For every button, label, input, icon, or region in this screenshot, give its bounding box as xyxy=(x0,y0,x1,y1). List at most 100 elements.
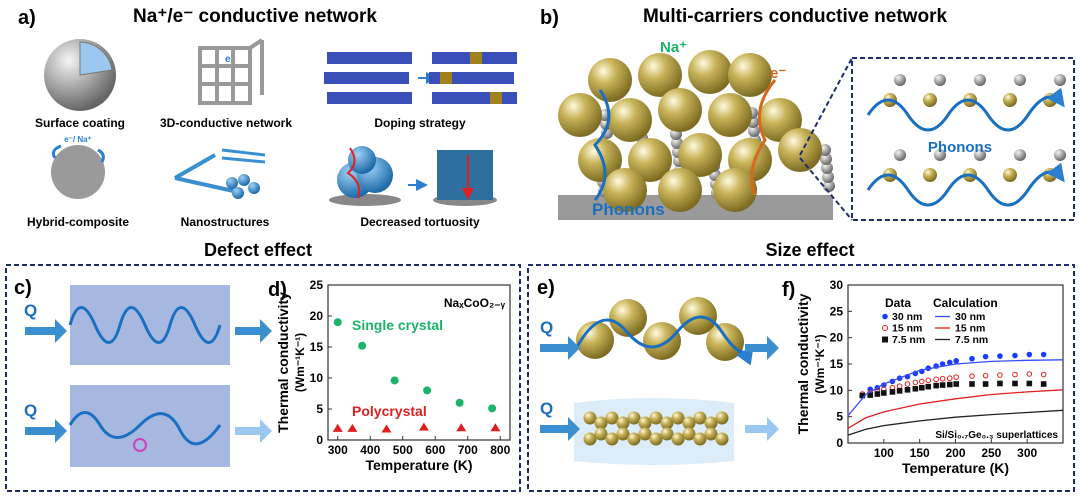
gold-particle xyxy=(578,138,622,182)
inset-atom xyxy=(894,74,906,86)
x-tick-label: 800 xyxy=(490,443,510,457)
small-grain xyxy=(660,416,674,430)
hybrid-label: e⁻/ Na⁺ xyxy=(64,135,92,144)
panel-c-letter: c) xyxy=(14,277,32,299)
gold-particle xyxy=(713,168,757,212)
gold-particle xyxy=(688,50,732,94)
data-point xyxy=(358,341,367,350)
y-tick-label: 10 xyxy=(310,371,324,385)
panel-f-letter: f) xyxy=(782,279,795,301)
panel-b: b) Multi-carriers conductive network Na⁺… xyxy=(540,6,1075,221)
small-grain xyxy=(693,432,707,446)
data-point xyxy=(969,373,975,379)
x-tick-label: 500 xyxy=(393,443,413,457)
data-point xyxy=(946,381,953,388)
small-grain xyxy=(583,411,597,425)
inset-atom xyxy=(923,168,937,182)
small-grain xyxy=(671,411,685,425)
small-grain xyxy=(715,432,729,446)
x-tick-label: 150 xyxy=(910,446,930,460)
small-grain xyxy=(638,427,652,441)
small-grain xyxy=(627,411,641,425)
data-point xyxy=(946,359,953,366)
inset-atom xyxy=(974,74,986,86)
data-point xyxy=(1026,351,1033,358)
q-label-e1: Q xyxy=(540,318,553,337)
y-tick-label: 25 xyxy=(310,278,324,292)
small-grain xyxy=(616,427,630,441)
gold-particle xyxy=(708,93,752,137)
data-point xyxy=(997,353,1003,359)
legend-label: 15 nm xyxy=(892,323,922,335)
data-point xyxy=(896,383,903,389)
data-point xyxy=(490,423,501,432)
data-point xyxy=(939,375,946,382)
label-decreased-tortuosity: Decreased tortuosity xyxy=(360,215,480,229)
chart-d: 300 400 500 600 700 800 0 5 10 15 20 25 Temperature … xyxy=(275,278,511,473)
doping-illustration xyxy=(324,52,517,104)
data-point xyxy=(953,374,960,380)
small-grain xyxy=(605,411,619,425)
q-label-e2: Q xyxy=(540,399,553,418)
y-tick-label: 20 xyxy=(310,309,324,323)
data-point xyxy=(933,382,939,389)
legend-header-data: Data xyxy=(885,296,911,310)
data-point xyxy=(912,379,919,386)
tortuosity-illustration xyxy=(329,146,497,206)
x-tick-label: 300 xyxy=(328,443,348,457)
lattice-perfect xyxy=(70,285,230,365)
gold-particle xyxy=(658,168,702,212)
small-grain xyxy=(594,416,608,430)
x-tick-label: 200 xyxy=(945,446,965,460)
q-label-2: Q xyxy=(24,401,37,420)
data-point xyxy=(946,375,953,382)
data-point xyxy=(874,391,881,397)
carbon-particle xyxy=(821,162,833,174)
small-grain xyxy=(693,411,707,425)
data-point xyxy=(997,380,1003,387)
surface-coating-illustration xyxy=(44,39,116,111)
y-axis-unit: (Wm⁻¹K⁻¹) xyxy=(293,333,307,392)
gold-particle xyxy=(588,58,632,102)
small-grain xyxy=(627,432,641,446)
y-tick-label: 5 xyxy=(316,402,323,416)
data-point xyxy=(982,353,989,360)
panel-a: a) Na⁺/e⁻ conductive network e Surface c… xyxy=(18,6,517,229)
small-grain xyxy=(594,427,608,441)
inset-atom xyxy=(934,149,946,161)
data-point xyxy=(969,381,975,387)
small-grain xyxy=(682,427,696,441)
data-point xyxy=(1012,380,1018,387)
phonon-path xyxy=(593,89,611,201)
panel-b-letter: b) xyxy=(540,7,559,29)
chart-annotation: Si/Si₀.₇Ge₀.₃ superlattices xyxy=(935,430,1058,441)
x-axis-label: Temperature (K) xyxy=(902,460,1009,476)
y-tick-label: 10 xyxy=(830,383,844,397)
data-point xyxy=(997,372,1003,378)
label-3d-network: 3D-conductive network xyxy=(160,116,292,130)
inset-atom xyxy=(1054,74,1066,86)
calc-line-30nm xyxy=(847,359,1064,417)
data-point xyxy=(347,423,358,432)
carbon-particle xyxy=(822,171,834,183)
data-point xyxy=(332,423,343,432)
small-grain xyxy=(616,416,630,430)
e-label-b: e⁻ xyxy=(770,65,786,82)
data-point xyxy=(953,381,960,387)
inset-lattice xyxy=(866,87,1065,207)
data-point xyxy=(333,318,342,327)
y-tick-label: 0 xyxy=(836,436,843,450)
nanostructures-illustration xyxy=(174,148,266,199)
chart-f: 100 150 200 250 300 0 5 10 15 20 25 30 Temperature (… xyxy=(795,278,1064,476)
y-axis-unit: (Wm⁻¹K⁻¹) xyxy=(813,334,827,393)
x-axis-label: Temperature (K) xyxy=(365,457,472,473)
data-point xyxy=(919,384,925,391)
data-point xyxy=(896,388,903,394)
legend-label: 30 nm xyxy=(955,311,985,323)
panel-b-title: Multi-carriers conductive network xyxy=(643,6,948,27)
legend-label: 30 nm xyxy=(892,311,922,323)
panel-d-letter: d) xyxy=(268,279,287,301)
panel-c: c) Q Q xyxy=(14,277,272,467)
gold-particle xyxy=(778,128,822,172)
